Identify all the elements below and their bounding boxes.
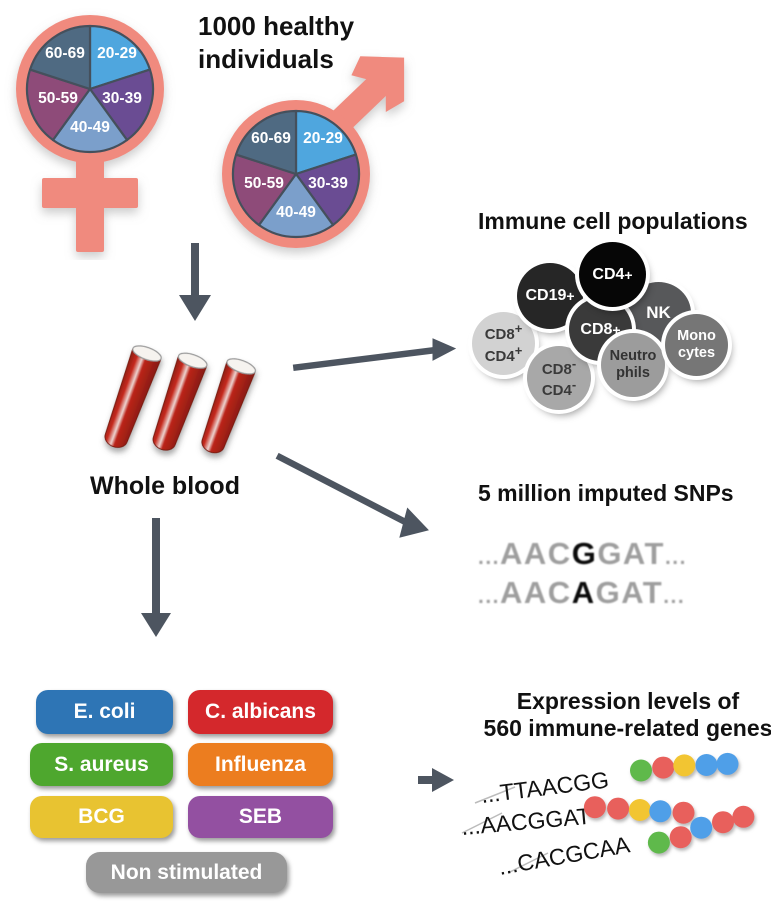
svg-text:...CACGCAA: ...CACGCAA bbox=[496, 831, 632, 880]
svg-text:20-29: 20-29 bbox=[303, 130, 343, 147]
svg-text:50-59: 50-59 bbox=[244, 175, 284, 192]
svg-text:...AACGGAT: ...AACGGAT bbox=[460, 803, 592, 840]
svg-text:30-39: 30-39 bbox=[308, 175, 348, 192]
svg-text:40-49: 40-49 bbox=[276, 204, 316, 221]
svg-text:60-69: 60-69 bbox=[251, 130, 291, 147]
